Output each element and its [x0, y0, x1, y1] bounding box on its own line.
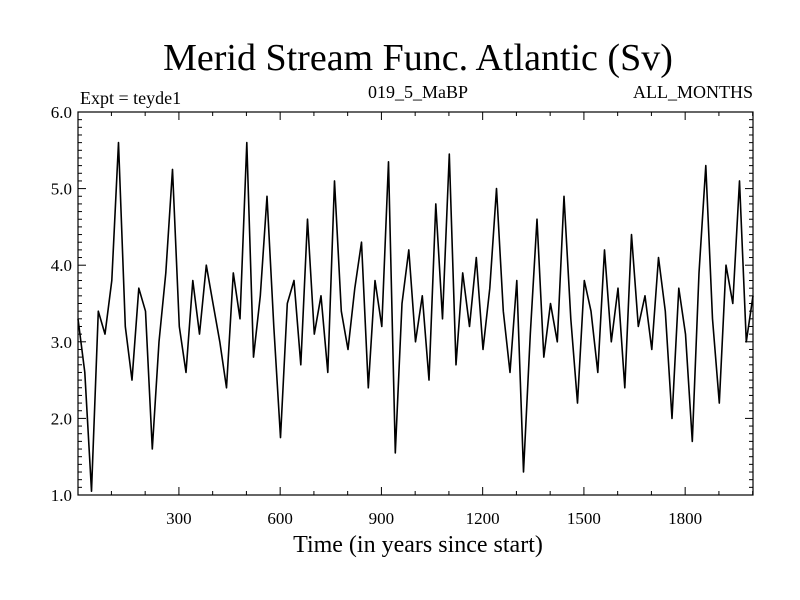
series-line [77, 141, 754, 493]
chart-title: Merid Stream Func. Atlantic (Sv) [163, 37, 673, 79]
y-tick-label: 3.0 [51, 333, 72, 352]
x-tick-label: 1200 [466, 509, 500, 528]
y-tick-label: 2.0 [51, 409, 72, 428]
y-tick-label: 4.0 [51, 256, 72, 275]
subtitle-center: 019_5_MaBP [368, 82, 468, 102]
y-tick-label: 1.0 [51, 486, 72, 505]
plot-frame [77, 111, 754, 496]
x-tick-label: 300 [166, 509, 192, 528]
subtitle-left: Expt = teyde1 [80, 88, 181, 108]
x-axis-label: Time (in years since start) [293, 532, 543, 558]
y-tick-label: 6.0 [51, 103, 72, 122]
y-tick-label: 5.0 [51, 180, 72, 199]
x-tick-label: 900 [369, 509, 395, 528]
axis-ticks: 300 600 900 1200 1500 1800 1.0 2.0 3.0 4.0 5.0 6.0 [51, 103, 754, 528]
subtitle-right: ALL_MONTHS [633, 82, 753, 102]
x-tick-label: 1800 [668, 509, 702, 528]
x-tick-label: 600 [267, 509, 293, 528]
x-tick-label: 1500 [567, 509, 601, 528]
